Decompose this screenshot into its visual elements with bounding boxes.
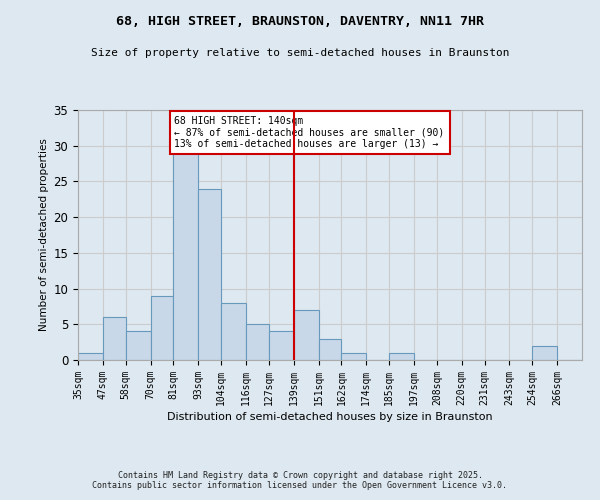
Bar <box>269 332 294 360</box>
Bar <box>532 346 557 360</box>
Bar <box>294 310 319 360</box>
Bar <box>151 296 173 360</box>
Text: 68, HIGH STREET, BRAUNSTON, DAVENTRY, NN11 7HR: 68, HIGH STREET, BRAUNSTON, DAVENTRY, NN… <box>116 15 484 28</box>
Bar <box>78 353 103 360</box>
Text: 68 HIGH STREET: 140sqm
← 87% of semi-detached houses are smaller (90)
13% of sem: 68 HIGH STREET: 140sqm ← 87% of semi-det… <box>175 116 445 149</box>
Bar <box>173 153 198 360</box>
Bar <box>319 338 341 360</box>
Bar <box>389 353 414 360</box>
Y-axis label: Number of semi-detached properties: Number of semi-detached properties <box>39 138 49 332</box>
Bar <box>103 317 126 360</box>
Bar <box>198 188 221 360</box>
Text: Size of property relative to semi-detached houses in Braunston: Size of property relative to semi-detach… <box>91 48 509 58</box>
Bar <box>221 303 246 360</box>
Text: Contains HM Land Registry data © Crown copyright and database right 2025.
Contai: Contains HM Land Registry data © Crown c… <box>92 470 508 490</box>
Bar <box>341 353 366 360</box>
Bar <box>246 324 269 360</box>
Bar <box>126 332 151 360</box>
X-axis label: Distribution of semi-detached houses by size in Braunston: Distribution of semi-detached houses by … <box>167 412 493 422</box>
